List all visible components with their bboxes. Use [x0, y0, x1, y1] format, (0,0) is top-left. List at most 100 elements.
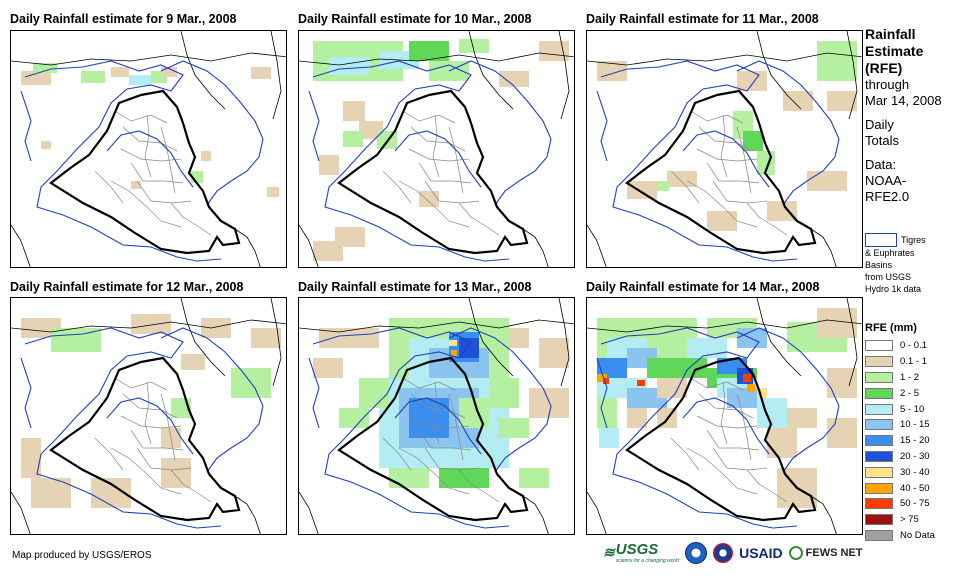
legend-swatch	[865, 435, 893, 447]
legend-row: 1 - 2	[865, 370, 965, 386]
basin-boundary	[394, 130, 482, 188]
rainfall-cell	[597, 61, 627, 81]
rainfall-cell	[783, 91, 813, 111]
agency-logos: ≋ USGS science for a changing world USAI…	[603, 541, 863, 564]
legend-swatch	[865, 356, 893, 368]
rainfall-cell	[459, 39, 489, 53]
rainfall-map-5	[298, 297, 575, 535]
province-boundary	[122, 393, 178, 419]
rainfall-cell	[251, 328, 281, 348]
country-border	[180, 31, 226, 110]
panel-title-2: Daily Rainfall estimate for 10 Mar., 200…	[298, 12, 532, 26]
rainfall-cell	[737, 328, 767, 348]
province-boundary	[432, 114, 440, 178]
country-border	[522, 495, 549, 534]
country-border	[756, 298, 802, 377]
country-border	[468, 31, 514, 110]
rainfall-cell	[267, 187, 279, 197]
rainfall-cell	[201, 151, 211, 161]
province-boundary	[402, 110, 456, 124]
country-border	[756, 31, 802, 110]
basin-boundary	[160, 327, 264, 473]
country-border	[11, 52, 286, 66]
rainfall-map-svg	[11, 298, 286, 534]
legend-swatch	[865, 529, 893, 541]
country-border	[270, 298, 282, 387]
province-boundary	[712, 180, 768, 204]
province-boundary	[448, 126, 464, 194]
province-boundary	[110, 447, 182, 495]
legend-row: > 75	[865, 512, 965, 528]
rfe-legend: RFE (mm) 0 - 0.1 0.1 - 1 1 - 2 2 - 5 5 - 10 1…	[865, 322, 965, 543]
basin-boundary	[312, 327, 510, 529]
basin-boundary	[20, 90, 32, 162]
legend-label: 0 - 0.1	[900, 340, 927, 352]
province-boundary	[746, 202, 788, 236]
data-source-1: NOAA-	[865, 173, 907, 188]
province-boundary	[746, 469, 788, 503]
panel-title-3: Daily Rainfall estimate for 11 Mar., 200…	[586, 12, 819, 26]
province-boundary	[94, 437, 124, 471]
rainfall-cell	[817, 41, 857, 81]
province-boundary	[170, 469, 212, 503]
basin-boundary	[308, 90, 320, 162]
province-boundary	[736, 393, 752, 461]
basin-boundary	[312, 60, 510, 262]
legend-row: 10 - 15	[865, 417, 965, 433]
iraq-border	[49, 89, 241, 255]
province-boundary	[698, 126, 754, 152]
basin-boundary	[448, 60, 552, 206]
rainfall-cell	[359, 378, 389, 408]
country-border	[299, 491, 319, 534]
country-border	[180, 298, 226, 377]
rainfall-cell	[597, 358, 627, 378]
province-boundary	[458, 202, 500, 236]
legend-swatch	[865, 498, 893, 510]
rainfall-cell	[647, 358, 707, 378]
fews-net-logo: FEWS NET	[788, 545, 863, 560]
rainfall-cell	[499, 418, 529, 438]
legend-swatch	[865, 340, 893, 352]
country-border	[522, 228, 549, 267]
rainfall-map-3	[586, 30, 863, 268]
legend-label: 2 - 5	[900, 387, 920, 399]
province-boundary	[120, 148, 182, 162]
province-boundary	[136, 447, 192, 471]
legend-label: 1 - 2	[900, 371, 920, 383]
rainfall-cell	[539, 338, 569, 368]
legend-title: RFE (mm)	[865, 322, 917, 334]
country-border	[558, 31, 570, 120]
province-boundary	[418, 429, 472, 451]
country-border	[558, 298, 570, 387]
country-border	[587, 52, 862, 66]
legend-row: 15 - 20	[865, 433, 965, 449]
rainfall-cell	[41, 141, 51, 149]
legend-label: 40 - 50	[900, 482, 930, 494]
country-border	[11, 224, 31, 267]
panel-title-4: Daily Rainfall estimate for 12 Mar., 200…	[10, 280, 244, 294]
basin-boundary	[682, 397, 770, 455]
country-border	[468, 298, 514, 377]
basin-boundary	[596, 357, 608, 429]
iraq-border	[625, 89, 817, 255]
rainfall-cell	[489, 378, 519, 408]
legend-label: > 75	[900, 514, 919, 526]
rainfall-cell	[129, 75, 151, 85]
legend-label: 0.1 - 1	[900, 356, 927, 368]
country-border	[234, 228, 261, 267]
rainfall-cell	[451, 350, 457, 356]
rainfall-cell	[409, 398, 449, 438]
rainfall-cell	[827, 91, 857, 111]
iraq-border	[49, 356, 241, 522]
rainfall-cell	[459, 338, 479, 358]
country-border	[299, 319, 574, 333]
rfe-title-line2: Estimate	[865, 43, 924, 59]
province-boundary	[408, 148, 470, 162]
province-boundary	[160, 126, 176, 194]
country-border	[11, 319, 286, 333]
rainfall-cell	[757, 388, 767, 398]
basin-boundary	[736, 327, 840, 473]
rainfall-cell	[161, 67, 177, 77]
rainfall-cell	[727, 388, 757, 408]
province-boundary	[448, 393, 464, 461]
